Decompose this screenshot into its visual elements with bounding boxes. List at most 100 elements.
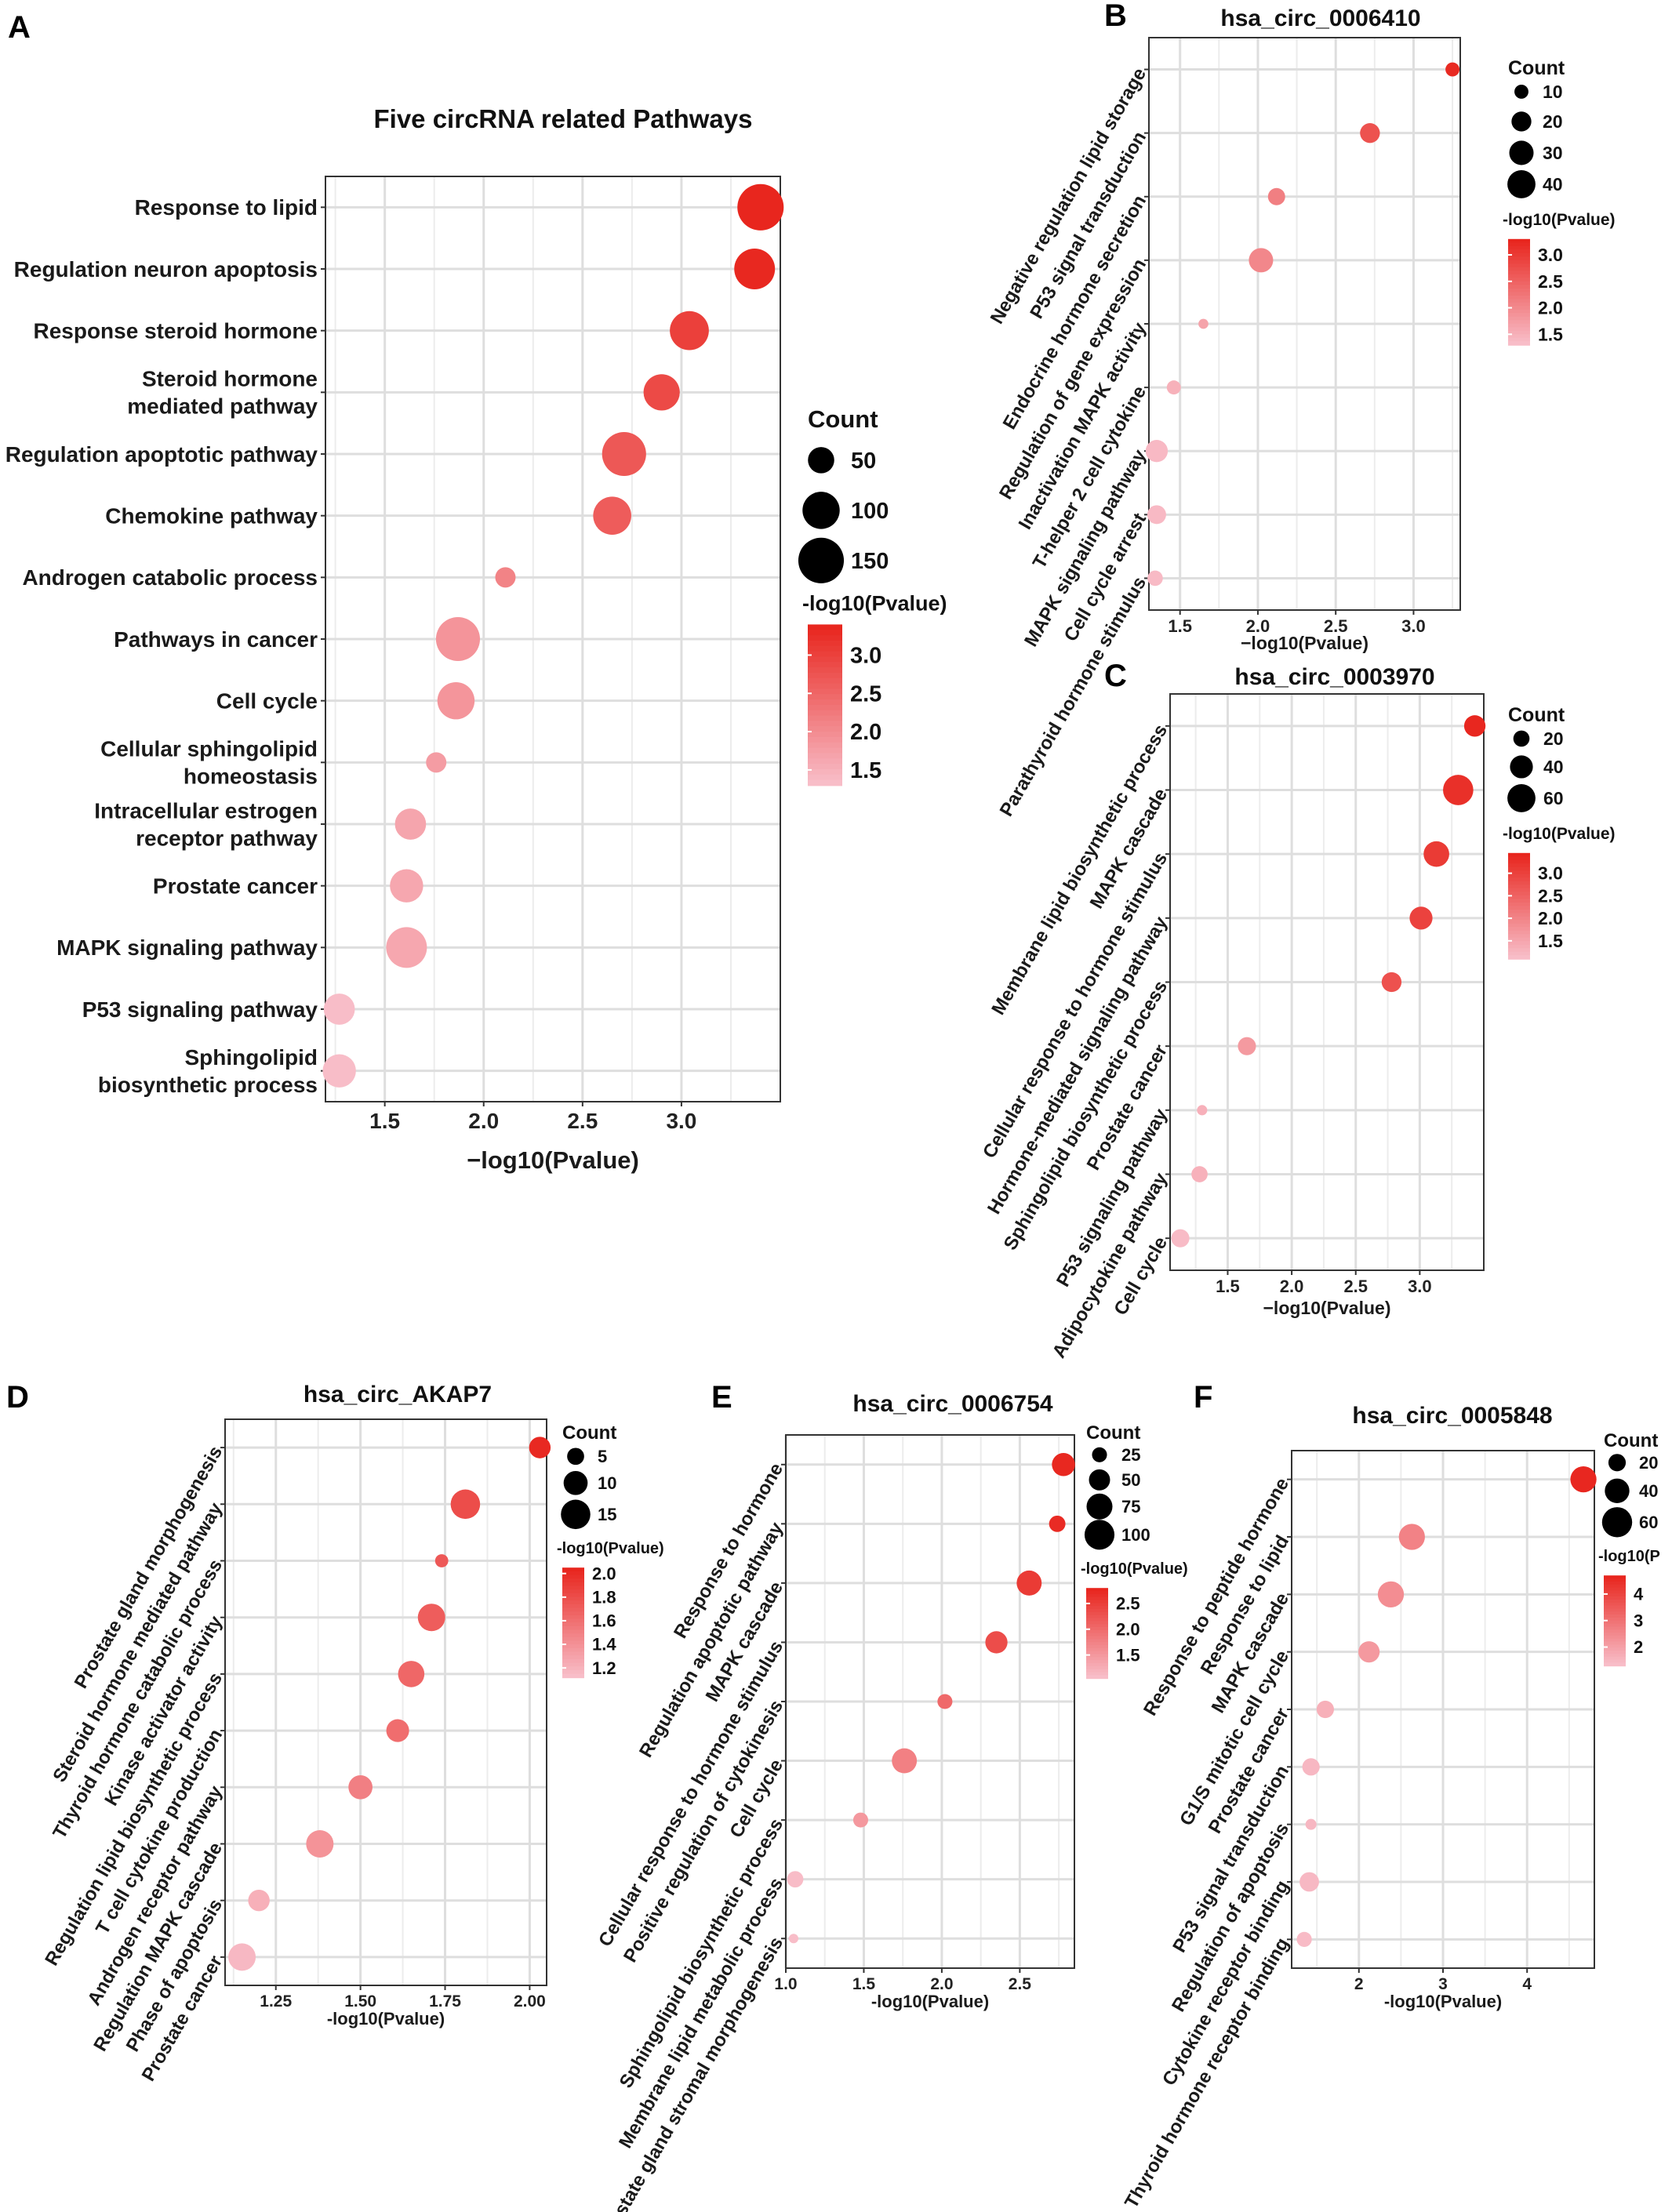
size-legend-title: Count	[1604, 1430, 1658, 1451]
color-legend-bar	[1508, 856, 1530, 861]
color-legend-bar	[1508, 309, 1530, 314]
y-tick-label-line: Cellular sphingolipid	[100, 737, 318, 761]
data-point	[643, 374, 680, 411]
color-legend-bar	[1086, 1591, 1108, 1595]
data-point	[1171, 1229, 1190, 1248]
color-legend-bar	[562, 1629, 584, 1635]
color-legend-bar	[562, 1567, 584, 1572]
chart-title: hsa_circ_0006754	[852, 1391, 1053, 1417]
color-legend-bar	[808, 710, 842, 717]
x-tick-label: 2.0	[930, 1975, 953, 1993]
data-point	[1238, 1037, 1256, 1055]
color-legend-bar	[1086, 1596, 1108, 1601]
size-legend-label: 100	[851, 499, 889, 524]
data-point	[734, 249, 776, 289]
color-legend-bar	[808, 630, 842, 637]
y-tick-label-line: Pathways in cancer	[114, 627, 318, 652]
data-point	[1147, 570, 1163, 587]
color-legend-bar	[808, 774, 842, 781]
color-legend-bar	[1508, 888, 1530, 893]
color-legend-label: 2.5	[850, 681, 881, 706]
color-legend-bar	[1508, 920, 1530, 924]
color-legend-bar	[1086, 1633, 1108, 1637]
data-point	[1049, 1515, 1066, 1532]
color-legend-bar	[562, 1618, 584, 1624]
color-legend-bar	[808, 624, 842, 631]
y-tick-label: Response steroid hormone	[33, 318, 318, 343]
plot-area	[225, 1419, 547, 1985]
color-legend-bar	[1508, 913, 1530, 917]
color-legend-bar	[1508, 895, 1530, 900]
y-tick-label-line: P53 signaling pathway	[82, 997, 318, 1022]
color-legend-bar	[562, 1658, 584, 1664]
color-legend-bar	[1086, 1639, 1108, 1644]
color-legend-bar	[562, 1644, 584, 1649]
color-legend-bar	[1508, 320, 1530, 325]
size-legend-title: Count	[1086, 1422, 1140, 1444]
color-legend-bar	[1604, 1602, 1626, 1607]
color-legend-bar	[808, 645, 842, 652]
color-legend-bar	[1086, 1624, 1108, 1629]
y-tick-label: Cell cycle	[216, 688, 318, 713]
size-legend-dot	[1509, 140, 1534, 165]
color-legend-bar	[1086, 1618, 1108, 1622]
x-axis-label: -log10(Pvalue)	[1384, 1992, 1502, 2011]
color-legend-bar	[1604, 1596, 1626, 1600]
color-legend-bar	[1604, 1659, 1626, 1664]
panel-letter: B	[1104, 0, 1127, 33]
color-legend-bar	[1508, 927, 1530, 932]
y-tick-label-line: mediated pathway	[127, 394, 318, 419]
color-legend-bar	[1604, 1644, 1626, 1649]
x-tick-label: 1.25	[260, 1992, 292, 2010]
color-legend-bar	[1508, 316, 1530, 321]
data-point	[1267, 187, 1285, 205]
color-legend-bar	[1508, 906, 1530, 910]
color-legend-bar	[562, 1585, 584, 1591]
data-point	[417, 1604, 445, 1632]
color-legend-bar	[1508, 948, 1530, 953]
color-legend-bar	[1508, 902, 1530, 907]
size-legend-dot	[1514, 84, 1528, 99]
color-legend-bar	[1508, 260, 1530, 265]
x-tick-label: 1.5	[369, 1109, 400, 1133]
y-tick-label-line: Sphingolipid	[184, 1045, 318, 1070]
color-legend-title: -log10(Pvalue)	[557, 1540, 664, 1557]
x-tick-label: 2.5	[1343, 1277, 1368, 1296]
data-point	[737, 183, 784, 231]
color-legend-bar	[1508, 337, 1530, 343]
color-legend-bar	[562, 1593, 584, 1598]
color-legend-bar	[1508, 909, 1530, 914]
data-point	[1463, 715, 1486, 737]
color-legend-bar	[1508, 242, 1530, 247]
color-legend-bar	[1508, 874, 1530, 879]
y-tick-label-line: biosynthetic process	[98, 1073, 318, 1097]
y-tick-label: Response to lipid	[135, 195, 318, 220]
size-legend-label: 20	[1543, 111, 1563, 132]
size-legend-dot	[1084, 1520, 1115, 1550]
color-legend-bar	[808, 651, 842, 658]
color-legend-bar	[1508, 252, 1530, 258]
color-legend-bar	[1508, 944, 1530, 950]
color-legend-bar	[1086, 1588, 1108, 1593]
color-legend-bar	[1604, 1635, 1626, 1640]
color-legend-label: 1.4	[592, 1635, 616, 1654]
x-tick-label: 3.0	[666, 1109, 696, 1133]
size-legend-dot	[1092, 1447, 1107, 1462]
color-legend-bar	[808, 736, 842, 743]
data-point	[1381, 972, 1402, 993]
color-legend-bar	[1604, 1638, 1626, 1643]
color-legend-bar	[1604, 1599, 1626, 1604]
color-legend-bar	[808, 715, 842, 722]
color-legend-bar	[1604, 1608, 1626, 1613]
color-legend-bar	[808, 656, 842, 663]
data-point	[1016, 1570, 1042, 1596]
color-legend-bar	[1086, 1651, 1108, 1655]
color-legend-bar	[1508, 334, 1530, 339]
color-legend-bar	[562, 1589, 584, 1594]
size-legend-label: 10	[598, 1473, 616, 1493]
x-tick-label: 3.0	[1408, 1277, 1432, 1296]
y-tick-label-line: Steroid hormone	[142, 367, 318, 391]
data-point	[788, 1934, 798, 1944]
chart-title: hsa_circ_0005848	[1352, 1403, 1552, 1429]
